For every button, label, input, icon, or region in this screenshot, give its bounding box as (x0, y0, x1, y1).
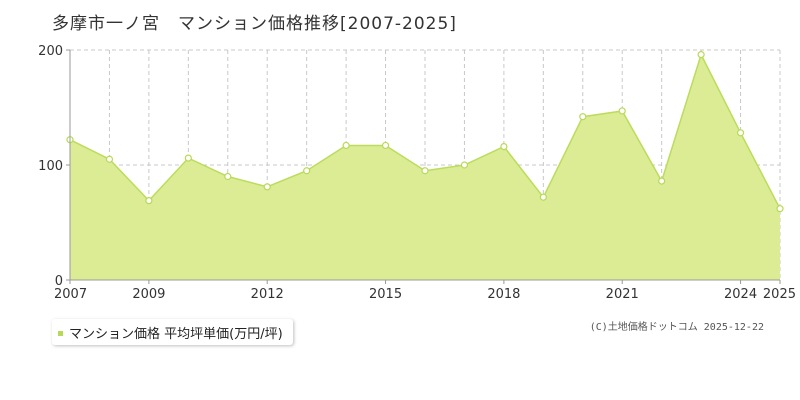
data-point (105, 155, 114, 163)
data-point (658, 177, 666, 185)
data-point (421, 167, 429, 175)
y-tick-label: 200 (38, 44, 63, 59)
x-tick-label: 2021 (606, 287, 639, 302)
data-point (776, 205, 784, 213)
data-point (697, 50, 705, 59)
x-tick-label: 2009 (132, 287, 165, 302)
data-point (381, 141, 390, 150)
legend-label: マンション価格 平均坪単価(万円/坪) (69, 326, 283, 342)
data-point (460, 161, 469, 169)
data-point (184, 154, 192, 162)
x-tick-label: 2012 (251, 287, 284, 302)
x-tick-label: 2015 (369, 287, 402, 302)
data-point (303, 167, 311, 175)
x-tick-label: 2025 (763, 287, 796, 302)
tick-labels: 0 100 200 2007 2009 2012 2015 2018 2021 2024 2025 (38, 44, 796, 302)
legend-marker (58, 330, 63, 336)
copyright-credit: (C)土地価格ドットコム 2025-12-22 (589, 322, 764, 333)
data-point (500, 143, 508, 151)
y-tick-label: 0 (55, 274, 63, 289)
legend: マンション価格 平均坪単価(万円/坪) (52, 319, 293, 345)
chart-title: 多摩市一ノ宮 マンション価格推移[2007-2025] (52, 14, 457, 34)
y-tick-label: 100 (38, 159, 63, 174)
data-point (224, 172, 232, 181)
data-point (263, 183, 271, 191)
data-point (618, 107, 626, 115)
x-tick-label: 2018 (487, 287, 520, 302)
series-area (70, 54, 780, 280)
data-point (579, 113, 587, 121)
axes (66, 49, 781, 284)
x-tick-label: 2007 (54, 287, 87, 302)
data-point (736, 129, 745, 137)
x-tick-label: 2024 (724, 287, 757, 302)
plot-area (66, 50, 784, 280)
data-point (539, 193, 547, 201)
data-point (342, 141, 350, 150)
data-point (145, 197, 153, 205)
